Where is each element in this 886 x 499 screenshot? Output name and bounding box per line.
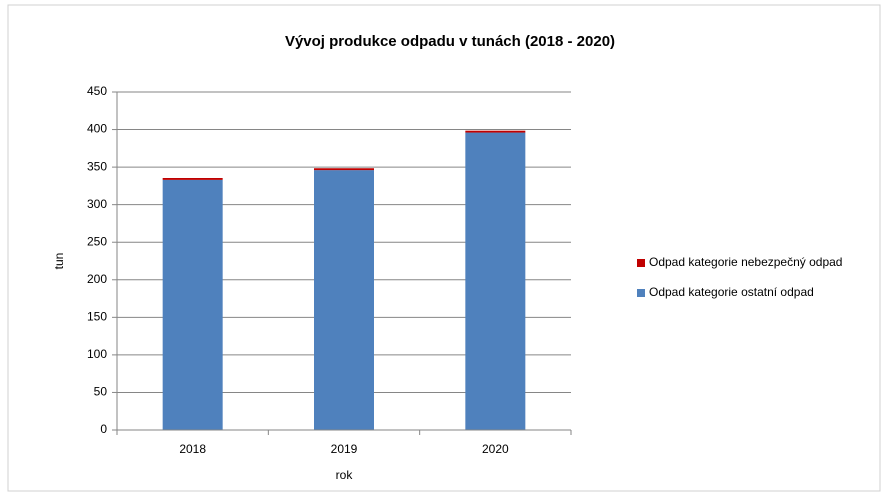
y-axis-label: tun (52, 253, 66, 270)
legend-swatch (637, 289, 645, 297)
bar-segment (314, 170, 374, 431)
bar-segment (314, 168, 374, 171)
y-tick-label: 100 (87, 347, 107, 361)
x-tick-label: 2020 (482, 442, 509, 456)
bar-segment (162, 179, 223, 430)
legend-swatch (637, 259, 645, 267)
x-tick-label: 2019 (331, 442, 358, 456)
y-tick-label: 50 (94, 385, 108, 399)
chart-frame (7, 4, 881, 492)
y-tick-label: 250 (87, 234, 107, 248)
chart-title: Vývoj produkce odpadu v tunách (2018 - 2… (285, 33, 615, 50)
legend-label: Odpad kategorie ostatní odpad (649, 285, 814, 299)
y-tick-label: 350 (87, 159, 107, 173)
y-tick-label: 400 (87, 122, 107, 136)
x-tick-label: 2018 (179, 442, 206, 456)
y-tick-label: 450 (87, 84, 107, 98)
bar-segment (162, 178, 223, 180)
y-tick-label: 150 (87, 310, 107, 324)
y-tick-label: 300 (87, 197, 107, 211)
bar-segment (465, 132, 526, 430)
bar-segment (465, 130, 526, 133)
y-tick-label: 0 (100, 422, 107, 436)
y-tick-label: 200 (87, 272, 107, 286)
legend-label: Odpad kategorie nebezpečný odpad (649, 255, 842, 269)
x-axis-label: rok (336, 468, 354, 482)
